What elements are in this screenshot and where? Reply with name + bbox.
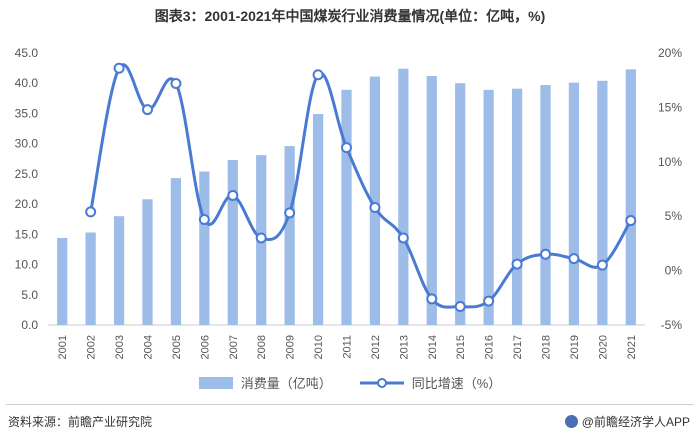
growth-point (113, 62, 125, 74)
x-axis-tick-label: 2001 (57, 335, 69, 359)
growth-point (568, 253, 580, 265)
x-axis-tick-label: 2020 (597, 335, 609, 359)
x-axis-tick-label: 2015 (455, 335, 467, 359)
x-axis-tick-label: 2014 (427, 335, 439, 359)
bar (284, 146, 295, 325)
footer-divider (6, 404, 694, 405)
bar (57, 237, 68, 325)
chart-title: 图表3：2001-2021年中国煤炭行业消费量情况(单位：亿吨，%) (154, 8, 546, 24)
bar (625, 69, 636, 325)
growth-point (540, 248, 551, 260)
bar (312, 114, 324, 325)
legend-item-line: 同比增速（%） (359, 373, 502, 392)
bar (142, 199, 153, 325)
growth-point (284, 207, 296, 219)
bar (540, 85, 551, 325)
bar (426, 75, 437, 325)
x-axis-tick-label: 2008 (256, 335, 268, 359)
bar (199, 171, 210, 325)
growth-point (369, 201, 381, 213)
x-axis-tick-label: 2010 (313, 335, 325, 359)
growth-point (170, 77, 182, 89)
growth-point (483, 295, 495, 307)
bar (568, 82, 580, 326)
bar (597, 80, 608, 325)
legend-line-swatch (359, 377, 404, 388)
right-axis-tick-label: 10% (658, 155, 682, 169)
bar (341, 89, 352, 325)
growth-point (454, 301, 466, 313)
bar (85, 232, 96, 325)
left-axis-tick-label: 30.0 (15, 137, 39, 151)
left-axis-tick-label: 40.0 (15, 76, 39, 90)
x-axis-tick-label: 2021 (626, 335, 638, 359)
left-axis-tick-label: 35.0 (15, 106, 39, 120)
growth-point (625, 215, 637, 227)
growth-point (85, 206, 97, 218)
bar (455, 83, 466, 325)
combo-chart: 0.0 5.0 10.0 15.0 20.0 25.0 30.0 35.0 40.0 45.0 -5… (15, 46, 683, 359)
left-axis-tick-label: 45.0 (15, 46, 39, 60)
x-axis-tick-label: 2019 (569, 335, 581, 359)
bar (369, 76, 381, 325)
x-axis-tick-label: 2017 (512, 335, 524, 359)
source-note: 资料来源：前瞻产业研究院 (8, 415, 153, 429)
x-axis-tick-label: 2003 (114, 335, 126, 359)
x-axis-tick-label: 2013 (398, 335, 410, 359)
right-axis-tick-label: 15% (658, 100, 682, 114)
legend-item-bar: 消费量（亿吨） (198, 373, 332, 392)
growth-line (89, 63, 633, 309)
x-axis-tick-label: 2002 (86, 335, 98, 359)
legend-line-label: 同比增速（%） (411, 376, 502, 391)
brand-credit-text: @前瞻经济学人APP (581, 415, 690, 429)
x-axis-tick-label: 2006 (199, 335, 211, 359)
x-axis-tick-label: 2009 (285, 335, 297, 359)
growth-point (142, 104, 153, 116)
growth-point (312, 69, 324, 81)
growth-point (227, 190, 239, 202)
growth-point (397, 232, 409, 244)
x-axis-tick-label: 2004 (143, 335, 155, 359)
bar (511, 88, 523, 325)
growth-point (511, 258, 523, 270)
right-axis-tick-label: -5% (661, 318, 683, 332)
bar (113, 216, 125, 325)
legend-bar-swatch (198, 376, 233, 389)
brand-credit: @前瞻经济学人APP (564, 413, 690, 430)
left-axis-tick-label: 25.0 (15, 167, 39, 181)
legend-bar-label: 消费量（亿吨） (240, 376, 332, 391)
left-axis-tick-label: 0.0 (21, 318, 38, 332)
left-axis-tick-label: 20.0 (15, 197, 39, 211)
right-axis-tick-label: 5% (665, 209, 683, 223)
bar (483, 89, 494, 325)
x-axis-tick-label: 2007 (228, 335, 240, 359)
growth-point (341, 142, 352, 154)
left-axis-tick-label: 10.0 (15, 258, 39, 272)
x-axis-tick-label: 2012 (370, 335, 382, 359)
growth-point (596, 259, 608, 271)
x-axis-tick-label: 2016 (484, 335, 496, 359)
bar (398, 68, 409, 326)
right-axis-tick-label: 0% (665, 264, 683, 278)
x-axis-tick-label: 2018 (541, 335, 553, 359)
left-axis-tick-label: 15.0 (15, 227, 39, 241)
growth-point (426, 293, 438, 305)
right-axis-tick-label: 20% (658, 46, 682, 60)
brand-logo-icon (564, 415, 578, 428)
bar (170, 178, 182, 325)
x-axis-tick-label: 2005 (171, 335, 183, 359)
chart-legend: 消费量（亿吨） 同比增速（%） (0, 373, 700, 392)
x-axis-tick-label: 2011 (342, 335, 354, 359)
growth-point (198, 213, 210, 225)
left-axis-tick-label: 5.0 (21, 288, 38, 302)
bar (227, 159, 238, 325)
growth-point (255, 232, 267, 244)
